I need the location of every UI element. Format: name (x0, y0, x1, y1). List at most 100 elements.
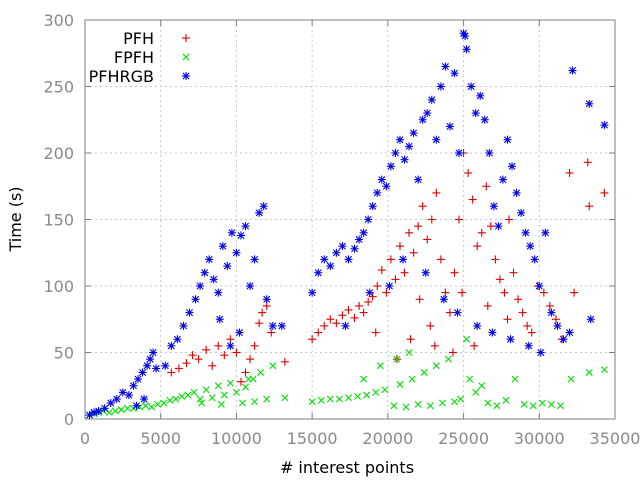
pfh-point (600, 188, 609, 197)
pfhrgb-point (129, 381, 138, 390)
pfhrgb-point (517, 208, 526, 217)
fpfh-point (190, 388, 198, 396)
fpfh-point (226, 379, 234, 387)
pfh-point (202, 345, 211, 354)
pfhrgb-point (173, 335, 182, 344)
pfh-point (445, 308, 454, 317)
pfh-point (350, 313, 359, 322)
pfhrgb-point (167, 341, 176, 350)
fpfh-point (251, 398, 259, 406)
pfh-point (427, 215, 436, 224)
pfhrgb-point (214, 288, 223, 297)
fpfh-point (117, 406, 125, 414)
pfh-point (371, 328, 380, 337)
pfhrgb-point (414, 175, 423, 184)
fpfh-point (269, 362, 277, 370)
pfhrgb-point (359, 228, 368, 237)
x-tick-label: 30000 (514, 429, 565, 448)
fpfh-point (123, 404, 131, 412)
pfh-point (551, 315, 560, 324)
pfh-point (441, 288, 450, 297)
pfhrgb-point (399, 255, 407, 264)
pfh-point (308, 335, 317, 344)
pfh-point (174, 364, 183, 373)
fpfh-point (335, 395, 343, 403)
fpfh-point (478, 382, 486, 390)
pfh-point (464, 168, 473, 177)
pfh-point (527, 328, 536, 337)
pfhrgb-point (320, 255, 329, 264)
fpfh-point (111, 407, 119, 415)
fpfh-point (450, 398, 458, 406)
pfh-point (450, 268, 459, 277)
pfh-point (545, 301, 554, 310)
fpfh-point (402, 403, 410, 411)
pfh-point (430, 341, 439, 350)
pfhrgb-point (473, 321, 482, 330)
pfh-point (482, 182, 491, 191)
y-tick-label: 50 (54, 344, 74, 363)
pfh-point (400, 268, 409, 277)
fpfh-point (257, 368, 265, 376)
pfh-point (236, 377, 245, 386)
fpfh-point (472, 388, 480, 396)
x-tick-label: 0 (80, 429, 90, 448)
fpfh-point (466, 375, 474, 383)
y-tick-label: 0 (64, 410, 74, 429)
legend-marker-pfhrgb (182, 72, 190, 80)
pfh-point (448, 348, 457, 357)
pfh-point (418, 202, 427, 211)
pfhrgb-point (382, 182, 391, 191)
pfhrgb-point (450, 69, 459, 78)
y-tick-label: 250 (43, 78, 74, 97)
fpfh-point (154, 400, 162, 408)
pfhrgb-point (536, 348, 545, 357)
fpfh-point (585, 368, 593, 376)
pfhrgb-point (262, 295, 271, 304)
fpfh-point (317, 396, 325, 404)
fpfh-point (444, 355, 452, 363)
pfhrgb-point (421, 268, 430, 277)
pfhrgb-point (255, 208, 264, 217)
pfhrgb-point (494, 222, 503, 231)
pfhrgb-point (568, 66, 577, 75)
pfhrgb-point (365, 288, 374, 297)
y-tick-label: 100 (43, 277, 74, 296)
pfh-point (426, 321, 435, 330)
pfhrgb-point (246, 282, 255, 290)
pfhrgb-point (553, 321, 562, 330)
fpfh-point (326, 395, 334, 403)
pfhrgb-point (453, 308, 462, 317)
pfh-point (267, 328, 276, 337)
fpfh-point (217, 400, 225, 408)
pfhrgb-point (386, 162, 395, 171)
pfhrgb-point (341, 321, 350, 330)
pfhrgb-point (368, 202, 377, 211)
fpfh-point (166, 396, 174, 404)
pfhrgb-point (344, 255, 353, 264)
pfhrgb-point (565, 328, 574, 337)
x-tick-label: 35000 (590, 429, 640, 448)
pfh-point (373, 282, 382, 290)
pfh-point (432, 188, 441, 197)
pfh-point (208, 361, 217, 370)
pfhrgb-point (232, 248, 241, 257)
fpfh-point (281, 394, 289, 402)
pfhrgb-point (385, 282, 394, 290)
pfh-point (232, 348, 241, 357)
pfh-point (391, 275, 400, 284)
pfhrgb-point (308, 288, 317, 297)
pfh-point (314, 328, 323, 337)
fpfh-point (208, 394, 216, 402)
series-pfhrgb (85, 29, 609, 420)
fpfh-point (529, 402, 537, 410)
fpfh-point (202, 386, 210, 394)
pfhrgb-point (462, 45, 471, 54)
pfhrgb-point (432, 135, 441, 144)
fpfh-point (360, 375, 368, 383)
pfh-point (523, 321, 532, 330)
fpfh-point (232, 388, 240, 396)
fpfh-point (148, 403, 156, 411)
pfh-point (518, 308, 527, 317)
